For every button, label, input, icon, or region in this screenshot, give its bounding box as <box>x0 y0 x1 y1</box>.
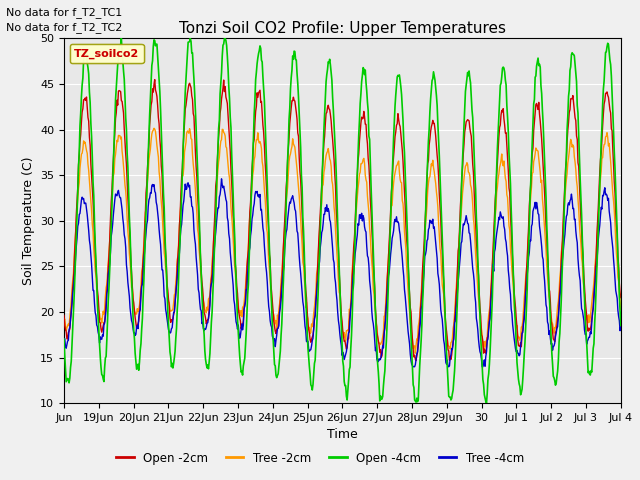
Legend: Open -2cm, Tree -2cm, Open -4cm, Tree -4cm: Open -2cm, Tree -2cm, Open -4cm, Tree -4… <box>111 447 529 469</box>
Text: No data for f_T2_TC2: No data for f_T2_TC2 <box>6 22 123 33</box>
Legend:  <box>70 44 144 63</box>
Title: Tonzi Soil CO2 Profile: Upper Temperatures: Tonzi Soil CO2 Profile: Upper Temperatur… <box>179 21 506 36</box>
Text: No data for f_T2_TC1: No data for f_T2_TC1 <box>6 7 123 18</box>
Y-axis label: Soil Temperature (C): Soil Temperature (C) <box>22 156 35 285</box>
X-axis label: Time: Time <box>327 429 358 442</box>
